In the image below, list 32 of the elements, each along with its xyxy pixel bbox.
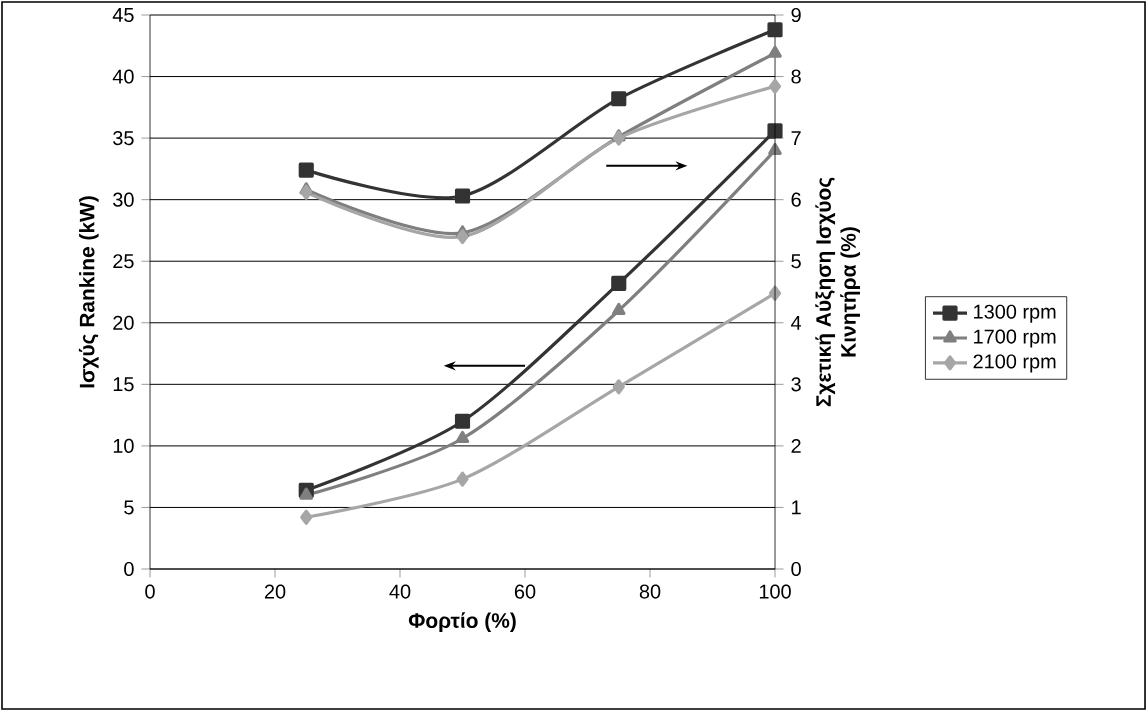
y-tick-label: 10 bbox=[113, 438, 134, 453]
y-tick-label: 20 bbox=[113, 315, 134, 330]
y2-tick-label: 9 bbox=[791, 7, 801, 23]
x-tick-label: 60 bbox=[514, 584, 536, 599]
y-tick-label: 25 bbox=[113, 254, 134, 269]
y2-tick-label: 3 bbox=[791, 377, 801, 392]
x-tick-label: 0 bbox=[145, 584, 155, 599]
y2-tick-label: 1 bbox=[792, 500, 801, 515]
y2-tick-label: 8 bbox=[791, 69, 801, 84]
legend-label: 1300 rpm bbox=[974, 304, 1056, 323]
y2-tick-label: 0 bbox=[791, 561, 801, 577]
legend-label: 1700 rpm bbox=[974, 329, 1056, 348]
y-axis-title: Ισχύς Rankine (kW) bbox=[78, 196, 99, 388]
y-tick-label: 15 bbox=[113, 377, 134, 392]
y2-tick-label: 5 bbox=[791, 254, 801, 269]
x-tick-label: 40 bbox=[389, 584, 411, 599]
y-tick-label: 40 bbox=[112, 69, 134, 84]
x-tick-label: 20 bbox=[264, 584, 286, 599]
y2-axis-title: Σχετική Αύξηση Ισχύος Κινητήρα (%) bbox=[815, 177, 860, 407]
y-tick-label: 45 bbox=[112, 8, 134, 22]
legend-label: 2100 rpm bbox=[973, 354, 1056, 373]
y2-tick-label: 6 bbox=[791, 192, 801, 207]
y-tick-label: 0 bbox=[124, 561, 134, 577]
y2-tick-label: 7 bbox=[791, 131, 801, 145]
x-axis-title: Φορτίο (%) bbox=[408, 612, 516, 633]
x-tick-label: 100 bbox=[759, 584, 791, 599]
y-tick-label: 35 bbox=[113, 131, 134, 146]
y2-tick-label: 4 bbox=[791, 315, 802, 330]
y2-tick-label: 2 bbox=[791, 438, 801, 453]
y-tick-label: 5 bbox=[124, 500, 134, 515]
y-tick-label: 30 bbox=[113, 192, 134, 207]
x-tick-label: 80 bbox=[639, 584, 661, 599]
